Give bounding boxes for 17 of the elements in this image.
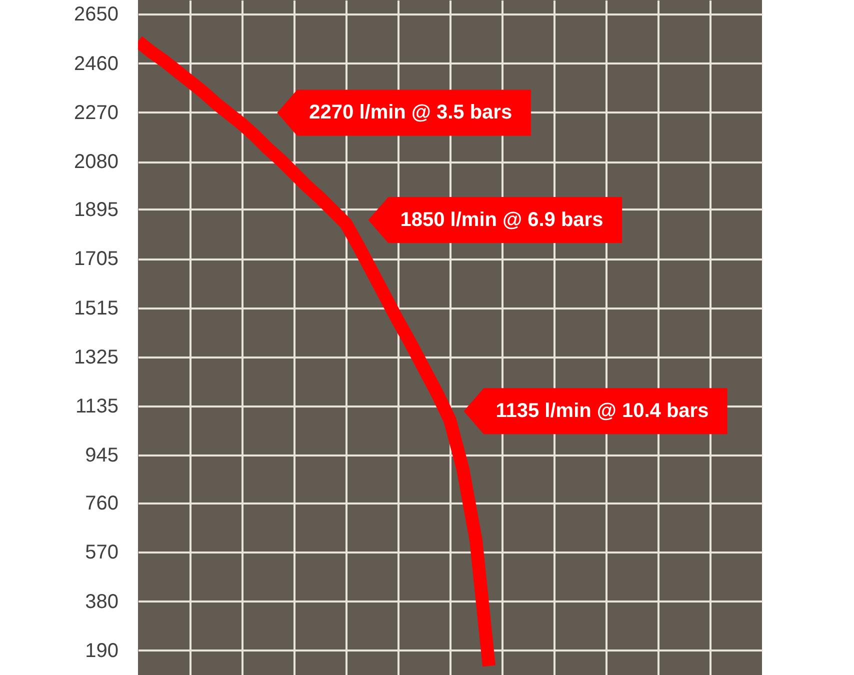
y-tick-label: 1135 — [75, 396, 118, 418]
y-tick-label: 190 — [85, 640, 118, 662]
y-tick-label: 1895 — [74, 198, 118, 221]
y-tick-label: 1705 — [74, 248, 118, 270]
y-tick-label: 1325 — [74, 346, 118, 368]
y-tick-label: 2460 — [74, 52, 118, 75]
y-tick-label: 945 — [85, 444, 118, 467]
annotation: 1850 l/min @ 6.9 bars — [400, 209, 604, 232]
y-tick-label: 570 — [85, 542, 118, 564]
annotation: 1135 l/min @ 10.4 bars — [496, 400, 709, 422]
y-tick-label: 1515 — [74, 297, 118, 320]
y-tick-label: 760 — [85, 492, 118, 515]
y-tick-label: 380 — [85, 590, 118, 613]
y-tick-label: 2080 — [74, 151, 118, 174]
y-tick-label: 2650 — [74, 4, 118, 26]
annotation: 2270 l/min @ 3.5 bars — [309, 102, 512, 124]
y-tick-label: 2270 — [74, 102, 118, 124]
